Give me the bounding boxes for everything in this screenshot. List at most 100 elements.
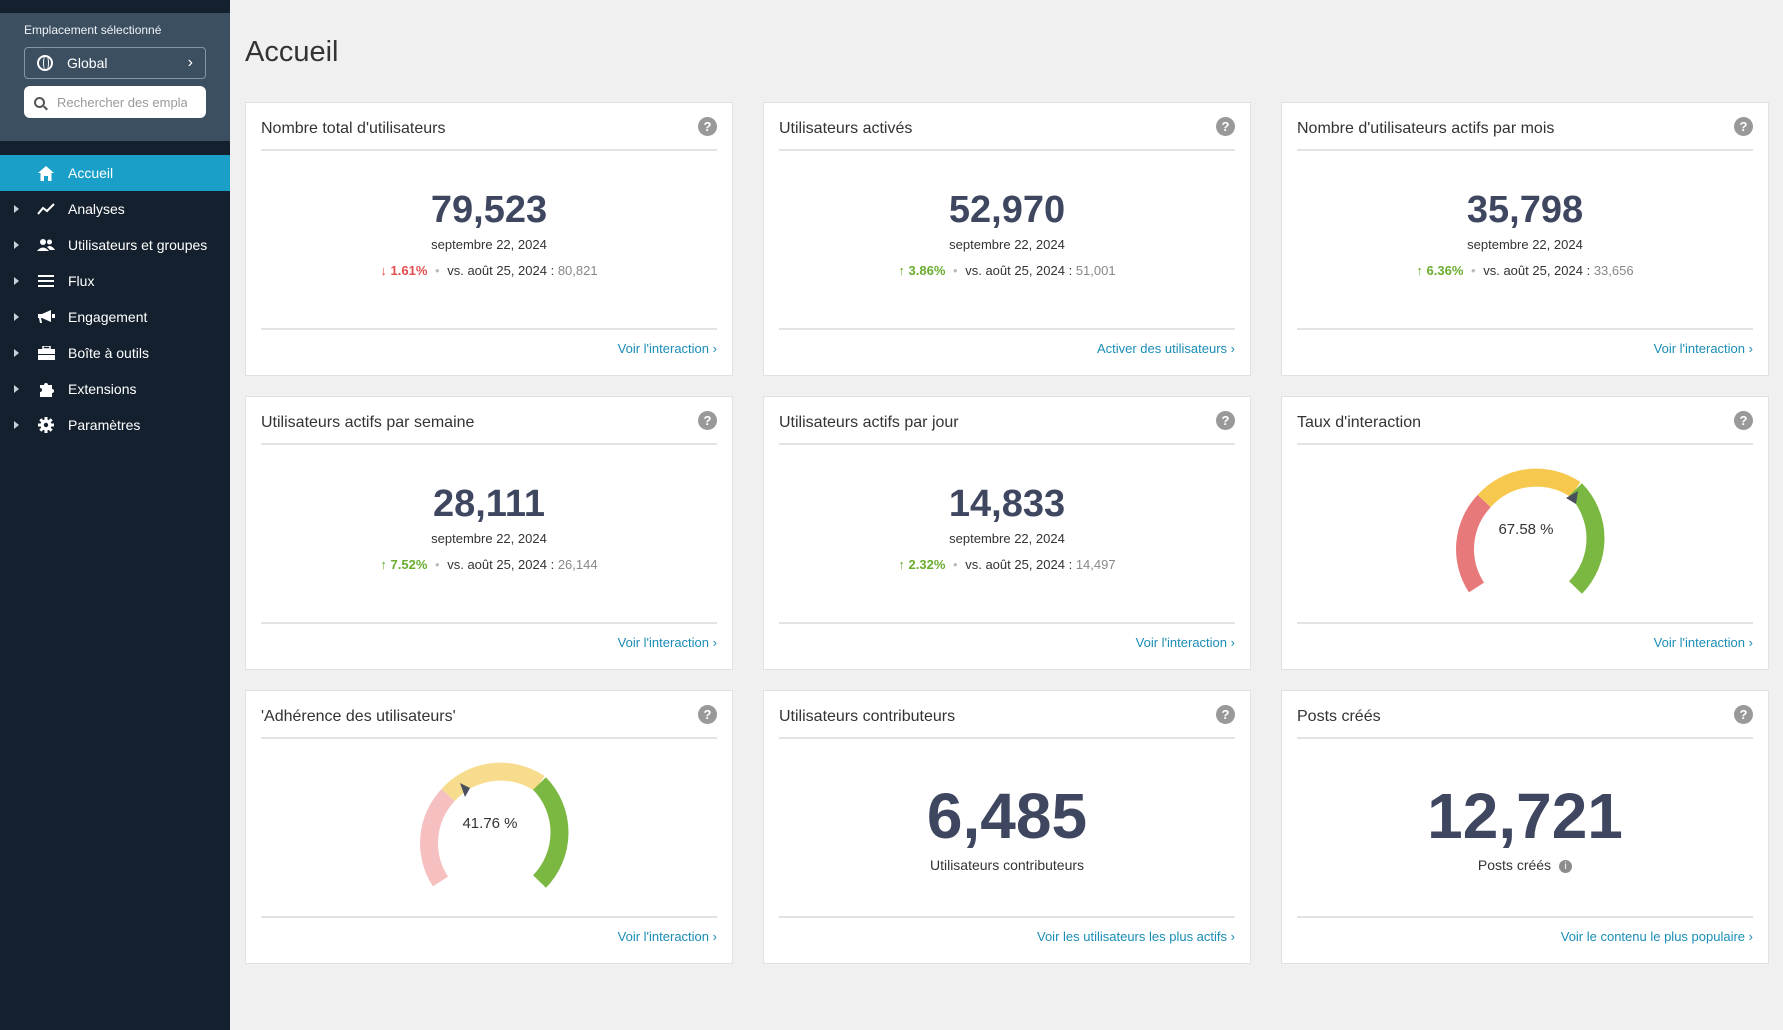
location-search[interactable] bbox=[24, 86, 206, 118]
expand-caret-icon[interactable] bbox=[14, 349, 19, 357]
location-label: Emplacement sélectionné bbox=[24, 23, 162, 37]
divider bbox=[261, 149, 717, 151]
card-contributors: Utilisateurs contributeurs ? 6,485 Utili… bbox=[763, 690, 1251, 964]
location-search-input[interactable] bbox=[57, 94, 187, 110]
popular-content-link[interactable]: Voir le contenu le plus populaire › bbox=[1561, 929, 1753, 944]
expand-caret-icon[interactable] bbox=[14, 421, 19, 429]
sidebar-item-engagement[interactable]: Engagement bbox=[0, 299, 230, 335]
list-icon bbox=[37, 272, 55, 290]
metric-date: septembre 22, 2024 bbox=[949, 531, 1065, 546]
link-label: Voir les utilisateurs les plus actifs bbox=[1037, 929, 1228, 944]
expand-caret-icon[interactable] bbox=[14, 241, 19, 249]
sidebar-item-label: Analyses bbox=[68, 201, 125, 217]
separator-dot: • bbox=[953, 557, 958, 572]
card-weekly-active: Utilisateurs actifs par semaine ? 28,111… bbox=[245, 396, 733, 670]
separator-dot: • bbox=[435, 263, 440, 278]
sidebar-item-label: Paramètres bbox=[68, 417, 141, 433]
expand-caret-icon[interactable] bbox=[14, 313, 19, 321]
chevron-right-icon: › bbox=[187, 54, 193, 71]
metric-comparison: ↑ 7.52% • vs. août 25, 2024 : 26,144 bbox=[246, 557, 732, 572]
chevron-right-icon: › bbox=[1230, 929, 1235, 944]
sidebar-item-parametres[interactable]: Paramètres bbox=[0, 407, 230, 443]
sidebar-item-accueil[interactable]: Accueil bbox=[0, 155, 230, 191]
view-interaction-link[interactable]: Voir l'interaction › bbox=[1654, 341, 1753, 356]
page-title: Accueil bbox=[245, 36, 339, 68]
card-title: Utilisateurs actifs par semaine bbox=[261, 414, 475, 431]
help-icon[interactable]: ? bbox=[698, 705, 717, 724]
divider bbox=[261, 443, 717, 445]
divider bbox=[1297, 622, 1753, 624]
location-selector-button[interactable]: Global › bbox=[24, 47, 206, 79]
chevron-right-icon: › bbox=[1748, 341, 1753, 356]
sidebar-item-label: Accueil bbox=[68, 165, 114, 181]
divider bbox=[261, 916, 717, 918]
divider bbox=[1297, 737, 1753, 739]
view-interaction-link[interactable]: Voir l'interaction › bbox=[618, 635, 717, 650]
change-percent: 7.52% bbox=[390, 557, 428, 572]
view-interaction-link[interactable]: Voir l'interaction › bbox=[618, 929, 717, 944]
chevron-right-icon: › bbox=[712, 635, 717, 650]
metric-subtitle: Posts créés bbox=[1477, 857, 1552, 873]
sidebar-item-label: Engagement bbox=[68, 309, 148, 325]
card-title: 'Adhérence des utilisateurs' bbox=[261, 708, 456, 725]
chevron-right-icon: › bbox=[1230, 635, 1235, 650]
change-percent: 2.32% bbox=[908, 557, 946, 572]
divider bbox=[261, 737, 717, 739]
gauge-segment-low bbox=[420, 788, 455, 887]
link-label: Voir l'interaction bbox=[617, 929, 710, 944]
view-interaction-link[interactable]: Voir l'interaction › bbox=[1654, 635, 1753, 650]
most-active-users-link[interactable]: Voir les utilisateurs les plus actifs › bbox=[1037, 929, 1235, 944]
help-icon[interactable]: ? bbox=[1216, 117, 1235, 136]
link-label: Voir le contenu le plus populaire bbox=[1560, 929, 1746, 944]
activate-users-link[interactable]: Activer des utilisateurs › bbox=[1097, 341, 1235, 356]
card-title: Posts créés bbox=[1297, 708, 1381, 725]
card-total-users: Nombre total d'utilisateurs ? 79,523 sep… bbox=[245, 102, 733, 376]
help-icon[interactable]: ? bbox=[1734, 705, 1753, 724]
arrow-up-icon: ↑ bbox=[380, 557, 387, 572]
sidebar-item-toolbox[interactable]: Boîte à outils bbox=[0, 335, 230, 371]
metric-date: septembre 22, 2024 bbox=[431, 237, 547, 252]
help-icon[interactable]: ? bbox=[1216, 411, 1235, 430]
sidebar-item-extensions[interactable]: Extensions bbox=[0, 371, 230, 407]
sidebar-item-analyses[interactable]: Analyses bbox=[0, 191, 230, 227]
previous-value: 51,001 bbox=[1075, 263, 1116, 278]
card-adherence: 'Adhérence des utilisateurs' ? 41.76 % V… bbox=[245, 690, 733, 964]
gauge-pointer-icon bbox=[1566, 491, 1578, 504]
metric-value: 28,111 bbox=[432, 483, 546, 525]
sidebar-item-flux[interactable]: Flux bbox=[0, 263, 230, 299]
link-label: Voir l'interaction bbox=[1653, 635, 1746, 650]
help-icon[interactable]: ? bbox=[1734, 117, 1753, 136]
expand-caret-icon[interactable] bbox=[14, 205, 19, 213]
metric-date: septembre 22, 2024 bbox=[949, 237, 1065, 252]
sidebar-item-users-groups[interactable]: Utilisateurs et groupes bbox=[0, 227, 230, 263]
link-label: Voir l'interaction bbox=[1135, 635, 1228, 650]
link-label: Voir l'interaction bbox=[617, 635, 710, 650]
compare-label: vs. août 25, 2024 : bbox=[447, 557, 555, 572]
divider bbox=[1297, 916, 1753, 918]
adherence-gauge bbox=[420, 762, 569, 888]
info-icon[interactable]: i bbox=[1559, 859, 1573, 873]
previous-value: 80,821 bbox=[557, 263, 598, 278]
card-title: Utilisateurs contributeurs bbox=[779, 708, 956, 725]
help-icon[interactable]: ? bbox=[698, 411, 717, 430]
chevron-right-icon: › bbox=[712, 341, 717, 356]
view-interaction-link[interactable]: Voir l'interaction › bbox=[1136, 635, 1235, 650]
compare-label: vs. août 25, 2024 : bbox=[965, 263, 1073, 278]
separator-dot: • bbox=[1471, 263, 1476, 278]
link-label: Activer des utilisateurs bbox=[1096, 341, 1228, 356]
sidebar-item-label: Flux bbox=[68, 273, 95, 289]
expand-caret-icon[interactable] bbox=[14, 277, 19, 285]
help-icon[interactable]: ? bbox=[698, 117, 717, 136]
users-icon bbox=[37, 236, 55, 254]
search-icon bbox=[34, 96, 45, 108]
gauge-value: 67.58 % bbox=[1498, 521, 1554, 538]
divider bbox=[261, 328, 717, 330]
help-icon[interactable]: ? bbox=[1216, 705, 1235, 724]
view-interaction-link[interactable]: Voir l'interaction › bbox=[618, 341, 717, 356]
separator-dot: • bbox=[435, 557, 440, 572]
metric-subtitle-row: Posts créés i bbox=[1282, 857, 1768, 873]
globe-icon bbox=[37, 55, 53, 71]
help-icon[interactable]: ? bbox=[1734, 411, 1753, 430]
previous-value: 26,144 bbox=[557, 557, 598, 572]
expand-caret-icon[interactable] bbox=[14, 385, 19, 393]
